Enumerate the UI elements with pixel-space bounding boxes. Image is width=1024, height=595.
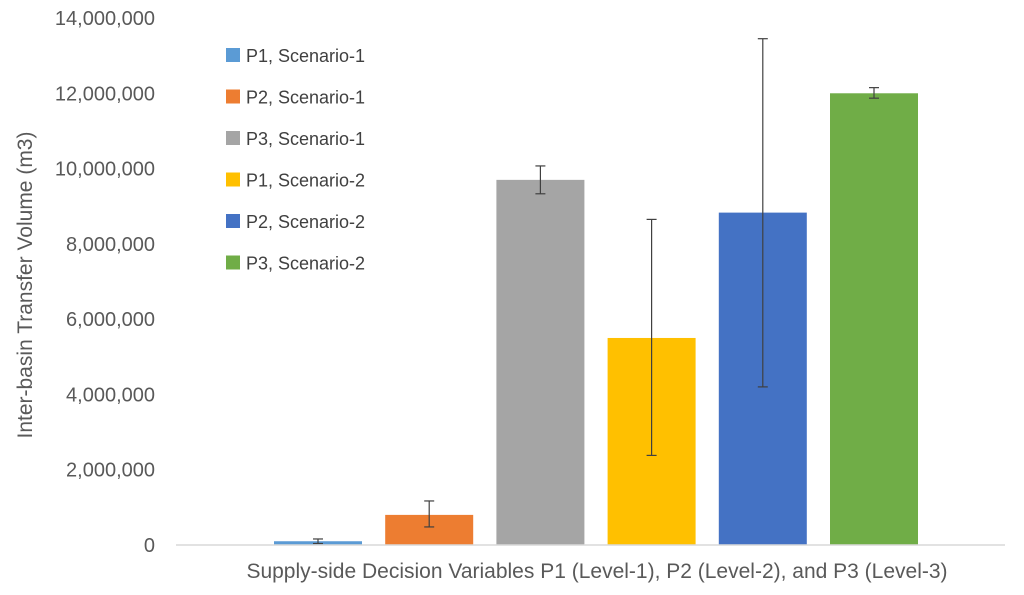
error-bar [646, 218, 657, 457]
x-axis-title: Supply-side Decision Variables P1 (Level… [246, 560, 947, 583]
bar [496, 179, 585, 545]
bar [830, 93, 918, 546]
legend-swatch [226, 214, 240, 228]
y-tick-label: 2,000,000 [66, 460, 155, 482]
y-tick-label: 6,000,000 [66, 309, 155, 331]
legend-item: P3, Scenario-2 [226, 254, 365, 274]
legend: P1, Scenario-1 P2, Scenario-1 P3, Scenario… [226, 46, 365, 274]
legend-item: P3, Scenario-1 [226, 129, 365, 149]
y-tick-label: 0 [144, 535, 155, 557]
error-bar [757, 38, 768, 388]
y-tick-label: 12,000,000 [55, 83, 155, 105]
error-bar [535, 165, 546, 195]
bars [274, 93, 918, 546]
legend-label: P1, Scenario-1 [246, 46, 365, 66]
y-axis-title: Inter-basin Transfer Volume (m3) [14, 132, 37, 439]
legend-swatch [226, 131, 240, 145]
error-bar [313, 538, 323, 545]
legend-item: P1, Scenario-2 [226, 171, 365, 191]
legend-label: P2, Scenario-1 [246, 88, 365, 108]
y-tick-label: 14,000,000 [55, 8, 155, 30]
legend-swatch [226, 48, 240, 62]
error-bar [869, 87, 879, 99]
legend-label: P3, Scenario-2 [246, 254, 365, 274]
legend-swatch [226, 255, 240, 270]
legend-item: P1, Scenario-1 [226, 46, 365, 66]
legend-swatch [226, 89, 240, 104]
y-tick-label: 4,000,000 [66, 384, 155, 406]
y-tick-label: 10,000,000 [55, 159, 155, 181]
legend-label: P2, Scenario-2 [246, 212, 365, 232]
error-bar [424, 500, 435, 528]
y-axis-ticks: 0 2,000,000 4,000,000 6,000,000 8,000,000 10,… [55, 8, 155, 557]
legend-swatch [226, 172, 240, 187]
legend-item: P2, Scenario-1 [226, 88, 365, 108]
legend-item: P2, Scenario-2 [226, 212, 365, 232]
error-bars [313, 38, 879, 545]
legend-label: P1, Scenario-2 [246, 171, 365, 191]
y-tick-label: 8,000,000 [66, 234, 155, 256]
legend-label: P3, Scenario-1 [246, 129, 365, 149]
